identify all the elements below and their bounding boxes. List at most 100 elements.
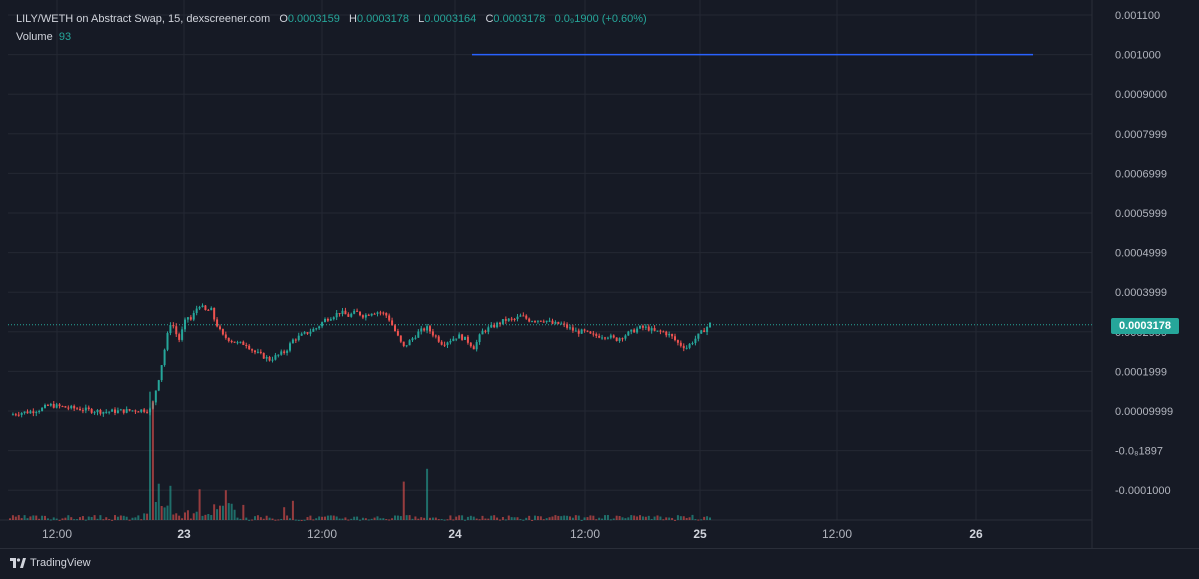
volume-bar — [321, 516, 324, 520]
candle-body — [676, 340, 679, 343]
volume-bar — [659, 516, 662, 520]
volume-bar — [682, 516, 685, 520]
volume-bar — [420, 517, 423, 520]
candle-body — [563, 323, 566, 325]
volume-bar — [338, 518, 341, 520]
volume-bar — [350, 518, 353, 520]
volume-bar — [402, 481, 405, 520]
candle-body — [262, 353, 265, 359]
candle-body — [402, 341, 405, 346]
volume-bar — [326, 515, 329, 520]
candle-body — [335, 313, 338, 318]
tradingview-logo[interactable]: TradingView — [10, 557, 91, 569]
volume-bar — [175, 513, 178, 520]
volume-bar — [294, 519, 297, 521]
volume-bar — [688, 517, 691, 520]
volume-bar — [11, 515, 14, 520]
candle-body — [449, 340, 452, 343]
candle-body — [356, 310, 359, 312]
volume-bar — [475, 518, 478, 520]
candle-body — [417, 331, 420, 338]
candle-body — [630, 329, 633, 332]
candle-body — [11, 414, 14, 416]
volume-bar — [70, 517, 73, 520]
volume-bar — [87, 516, 90, 520]
footer-bar: TradingView — [0, 548, 1199, 579]
volume-bar — [140, 519, 143, 521]
candle-body — [437, 336, 440, 342]
volume-bar — [81, 516, 84, 520]
volume-bar — [630, 515, 633, 520]
candle-body — [539, 320, 542, 322]
volume-bar — [452, 519, 455, 521]
volume-bar — [172, 514, 175, 520]
volume-bar — [14, 516, 17, 520]
volume-bar — [636, 516, 639, 520]
legend-volume-value: 93 — [58, 31, 72, 43]
candle-body — [566, 324, 569, 328]
volume-bar — [644, 516, 647, 520]
candle-body — [601, 337, 604, 339]
volume-bar — [306, 517, 309, 520]
candle-body — [639, 325, 641, 329]
volume-bar — [227, 503, 230, 520]
volume-bar — [472, 516, 475, 520]
candle-body — [96, 409, 99, 413]
volume-bar — [76, 519, 79, 521]
y-tick-label: 0.0009000 — [1115, 89, 1167, 101]
volume-bar — [376, 516, 379, 520]
candle-body — [160, 365, 163, 381]
volume-bar — [601, 518, 604, 520]
volume-bar — [108, 519, 111, 521]
volume-bar — [111, 519, 114, 521]
candle-body — [589, 331, 592, 334]
volume-bar — [256, 515, 259, 520]
volume-bar — [347, 519, 350, 521]
volume-bar — [408, 515, 411, 520]
candle-body — [108, 411, 111, 413]
candle-body — [134, 410, 137, 412]
volume-bar — [519, 519, 522, 521]
candle-body — [423, 328, 426, 331]
volume-bar — [52, 517, 55, 520]
volume-bar — [20, 518, 23, 520]
candle-body — [347, 314, 350, 317]
volume-bar — [557, 515, 560, 520]
candle-body — [569, 327, 571, 329]
candle-body — [49, 403, 52, 406]
candle-body — [306, 332, 309, 334]
volume-bar — [265, 515, 268, 520]
candle-body — [52, 403, 55, 408]
candle-body — [624, 335, 627, 339]
volume-bar — [84, 519, 87, 521]
candle-body — [350, 313, 353, 317]
volume-bar — [32, 515, 35, 520]
candle-body — [414, 337, 417, 339]
volume-bar — [618, 516, 621, 520]
candle-body — [490, 324, 493, 328]
candle-body — [472, 346, 475, 350]
volume-bar — [277, 519, 280, 521]
volume-bar — [216, 509, 219, 520]
candle-body — [440, 341, 443, 345]
candle-body — [364, 314, 367, 318]
candle-body — [399, 335, 402, 342]
candle-body — [41, 407, 44, 412]
price-chart[interactable]: 0.001100 0.001000 0.0009000 0.0007999 0.0006… — [0, 0, 1199, 548]
candle-body — [230, 340, 233, 342]
volume-bar — [577, 515, 580, 520]
candle-body — [455, 338, 458, 340]
x-tick-label: 12:00 — [42, 527, 72, 541]
volume-bar — [134, 517, 137, 520]
y-tick-label: 0.0003999 — [1115, 287, 1167, 299]
candle-body — [501, 319, 504, 324]
volume-bar — [694, 519, 697, 521]
candle-body — [370, 313, 373, 316]
volume-bar — [563, 515, 566, 520]
candle-body — [443, 344, 446, 346]
volume-bar — [128, 519, 131, 521]
candle-body — [29, 411, 32, 414]
volume-bar — [429, 517, 431, 520]
volume-bar — [341, 518, 344, 520]
volume-bar — [624, 518, 627, 520]
